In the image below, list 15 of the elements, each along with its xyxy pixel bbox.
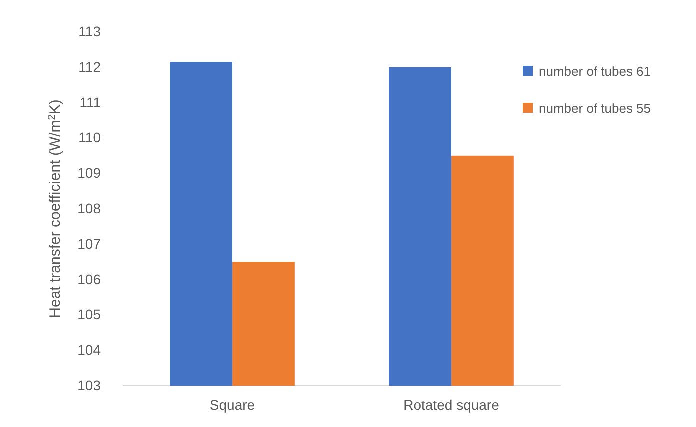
x-tick-label: Square bbox=[210, 396, 256, 413]
y-tick-label: 103 bbox=[78, 377, 102, 394]
y-tick-label: 111 bbox=[80, 94, 102, 110]
y-tick-label: 107 bbox=[78, 236, 102, 252]
legend-label: number of tubes 61 bbox=[539, 64, 652, 79]
y-tick-label: 109 bbox=[78, 165, 102, 182]
x-tick-label: Rotated square bbox=[404, 396, 500, 413]
y-tick-label: 108 bbox=[78, 200, 102, 216]
legend-label: number of tubes 55 bbox=[539, 101, 652, 116]
y-tick-label: 110 bbox=[78, 130, 102, 146]
y-tick-label: 105 bbox=[78, 306, 102, 323]
y-tick-label: 104 bbox=[78, 342, 102, 358]
y-tick-label: 113 bbox=[78, 23, 102, 40]
y-tick-label: 112 bbox=[78, 58, 102, 75]
y-tick-label: 106 bbox=[78, 271, 102, 288]
